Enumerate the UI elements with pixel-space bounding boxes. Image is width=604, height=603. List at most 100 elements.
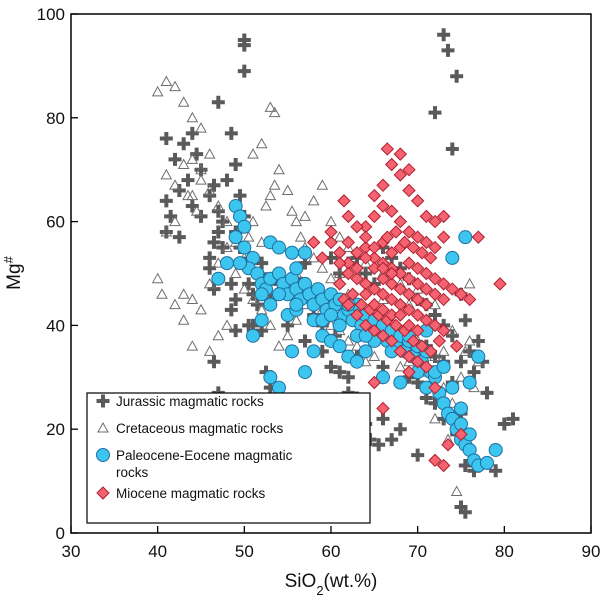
jurassic-point: [211, 204, 225, 218]
cretaceous-point: [463, 277, 476, 289]
legend-entry: Cretaceous magmatic rocks: [97, 421, 284, 436]
jurassic-point: [207, 355, 221, 369]
miocene-point: [406, 240, 421, 255]
miocene-point: [367, 188, 382, 203]
y-tick-label: 60: [46, 213, 65, 232]
miocene-point: [384, 334, 399, 348]
miocene-point: [436, 230, 451, 244]
miocene-point: [376, 271, 390, 286]
miocene-point: [402, 225, 416, 239]
cretaceous-point: [186, 340, 199, 351]
miocene-point: [436, 277, 451, 291]
cretaceous-point: [160, 225, 173, 237]
miocene-point: [436, 323, 451, 338]
paleocene-eocene-point: [289, 261, 304, 276]
paleocene-eocene-point: [436, 359, 451, 374]
miocene-point: [436, 458, 451, 473]
miocene-point: [419, 360, 434, 374]
cretaceous-point: [190, 205, 203, 216]
paleocene-eocene-point: [350, 354, 364, 369]
jurassic-point: [445, 329, 459, 343]
cretaceous-point: [186, 293, 199, 304]
cretaceous-point: [264, 319, 277, 330]
miocene-point: [376, 401, 390, 416]
jurassic-point: [168, 152, 182, 166]
jurassic-point: [229, 158, 243, 172]
miocene-point: [380, 230, 395, 244]
cretaceous-point: [160, 168, 173, 180]
miocene-point: [393, 214, 408, 229]
paleocene-eocene-point: [272, 287, 286, 302]
miocene-point: [454, 427, 468, 442]
cretaceous-point: [238, 283, 251, 294]
cretaceous-point: [169, 179, 181, 190]
legend-label: Paleocene-Eocene magmatic rocks: [116, 448, 293, 480]
miocene-point: [384, 292, 399, 307]
jurassic-point: [177, 137, 191, 151]
paleocene-eocene-point: [471, 349, 486, 364]
paleocene-eocene-point: [298, 365, 312, 380]
jurassic-point: [372, 438, 386, 452]
cretaceous-point: [307, 194, 320, 206]
cretaceous-point: [221, 319, 233, 330]
paleocene-eocene-point: [445, 380, 460, 395]
miocene-point: [341, 235, 356, 250]
miocene-point: [454, 287, 468, 301]
jurassic-point: [393, 422, 407, 436]
paleocene-eocene-point: [332, 339, 347, 354]
miocene-point: [410, 308, 425, 322]
legend-label: Jurassic magmatic rocks: [116, 394, 264, 409]
jurassic-point: [229, 292, 243, 306]
miocene-point: [315, 251, 330, 265]
miocene-point: [367, 240, 382, 255]
paleocene-eocene-point: [254, 287, 269, 302]
x-tick-label: 60: [322, 542, 341, 561]
paleocene-eocene-point: [289, 297, 304, 312]
paleocene-eocene-point: [285, 245, 299, 260]
miocene-point: [419, 266, 434, 281]
miocene-point: [393, 344, 408, 359]
miocene-point: [389, 225, 403, 239]
paleocene-eocene-point: [237, 219, 252, 234]
miocene-point: [389, 318, 403, 333]
jurassic-point: [224, 126, 238, 140]
miocene-point: [376, 261, 390, 276]
jurassic-point: [224, 277, 238, 291]
cretaceous-point: [203, 345, 216, 356]
jurassic-point: [203, 261, 217, 275]
miocene-point: [367, 375, 382, 390]
miocene-point: [410, 355, 425, 369]
cretaceous-point: [229, 267, 242, 278]
y-axis-ticks: [71, 13, 78, 534]
jurassic-point: [237, 38, 251, 52]
miocene-point: [402, 287, 416, 301]
paleocene-eocene-point: [246, 328, 260, 343]
miocene-point: [367, 297, 382, 312]
cretaceous-point: [151, 272, 164, 284]
cretaceous-point: [247, 215, 259, 227]
miocene-point: [358, 230, 373, 244]
legend: Jurassic magmatic rocks Cretaceous magmat…: [86, 392, 371, 524]
x-tick-label: 90: [582, 542, 601, 561]
cretaceous-point: [247, 148, 259, 159]
miocene-point: [428, 453, 442, 468]
cretaceous-point: [195, 163, 207, 175]
cretaceous-point: [281, 184, 294, 195]
miocene-point: [445, 282, 460, 296]
y-tick-label: 0: [56, 524, 65, 543]
jurassic-point: [224, 303, 238, 317]
cretaceous-point: [290, 215, 303, 227]
x-tick-label: 80: [495, 542, 514, 561]
cretaceous-point: [455, 371, 467, 382]
cretaceous-point: [342, 241, 355, 253]
cretaceous-point: [316, 262, 329, 273]
cretaceous-point: [333, 231, 346, 242]
miocene-point: [428, 318, 442, 333]
jurassic-point: [159, 132, 173, 146]
jurassic-point: [506, 412, 520, 426]
jurassic-point: [445, 142, 459, 156]
paleocene-eocene-point: [488, 442, 503, 457]
cretaceous-point: [459, 345, 472, 356]
cretaceous-point: [186, 153, 199, 164]
cretaceous-point: [437, 345, 450, 356]
